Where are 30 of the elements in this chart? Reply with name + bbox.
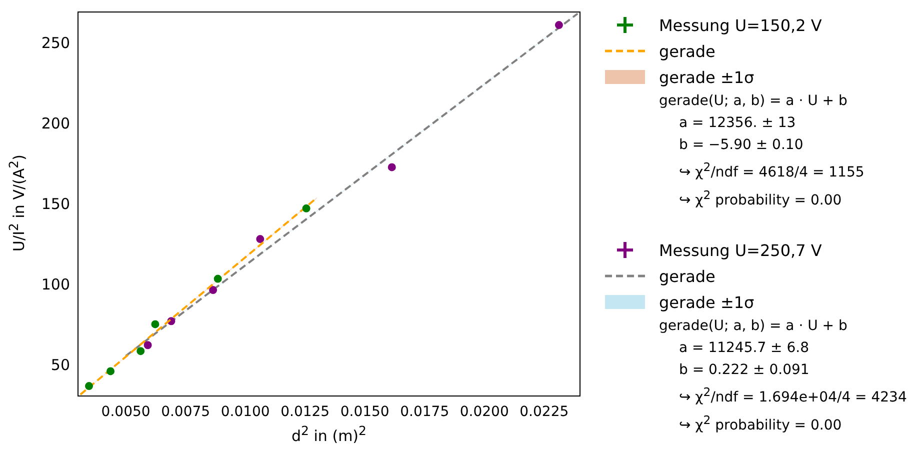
x-tick-label: 0.0150 [340,404,390,420]
text: gerade(U; a, b) = a · U + b [659,92,848,111]
legend-label: gerade ±1σ [659,68,754,86]
y-tick-label: 100 [41,276,70,294]
x-tick-label: 0.0100 [220,404,270,420]
legend-label: gerade ±1σ [659,292,754,312]
y-tick-label: 150 [41,195,70,214]
x-tick-label: 0.0175 [400,404,450,420]
legend-label: gerade [659,266,716,286]
x-tick-label: 0.0225 [520,404,569,420]
text: gerade(U; a, b) = a · U + b [659,317,848,336]
x-tick-label: 0.0050 [101,404,150,420]
text: a = 11245.7 ± 6.8 [678,339,810,358]
y-tick-label: 250 [41,34,70,52]
x-tick-label: 0.0125 [280,404,330,420]
legend-label: Messung U=250,7 V [659,240,822,260]
text: b = −5.90 ± 0.10 [678,136,804,155]
text: ↪ χ$^{2}$ probability = 0.00 [678,186,843,210]
y-tick-label: 50 [50,356,70,374]
text: ↪ χ$^{2}$/ndf = 1.694e+04/4 = 4234 [678,384,907,408]
y-tick-label: 200 [41,114,70,133]
legend-label: gerade [659,42,716,60]
legend-label: Messung U=150,2 V [659,16,822,34]
text: ↪ χ$^{2}$/ndf = 4618/4 = 1155 [678,159,866,183]
x-tick-label: 0.0200 [460,404,509,420]
x-tick-label: 0.0075 [161,404,210,420]
text: a = 12356. ± 13 [678,114,797,133]
text: b = 0.222 ± 0.091 [678,361,810,380]
x-axis-title: d$^{2}$ in (m)$^{2}$ [290,423,368,445]
text: ↪ χ$^{2}$ probability = 0.00 [678,412,843,436]
